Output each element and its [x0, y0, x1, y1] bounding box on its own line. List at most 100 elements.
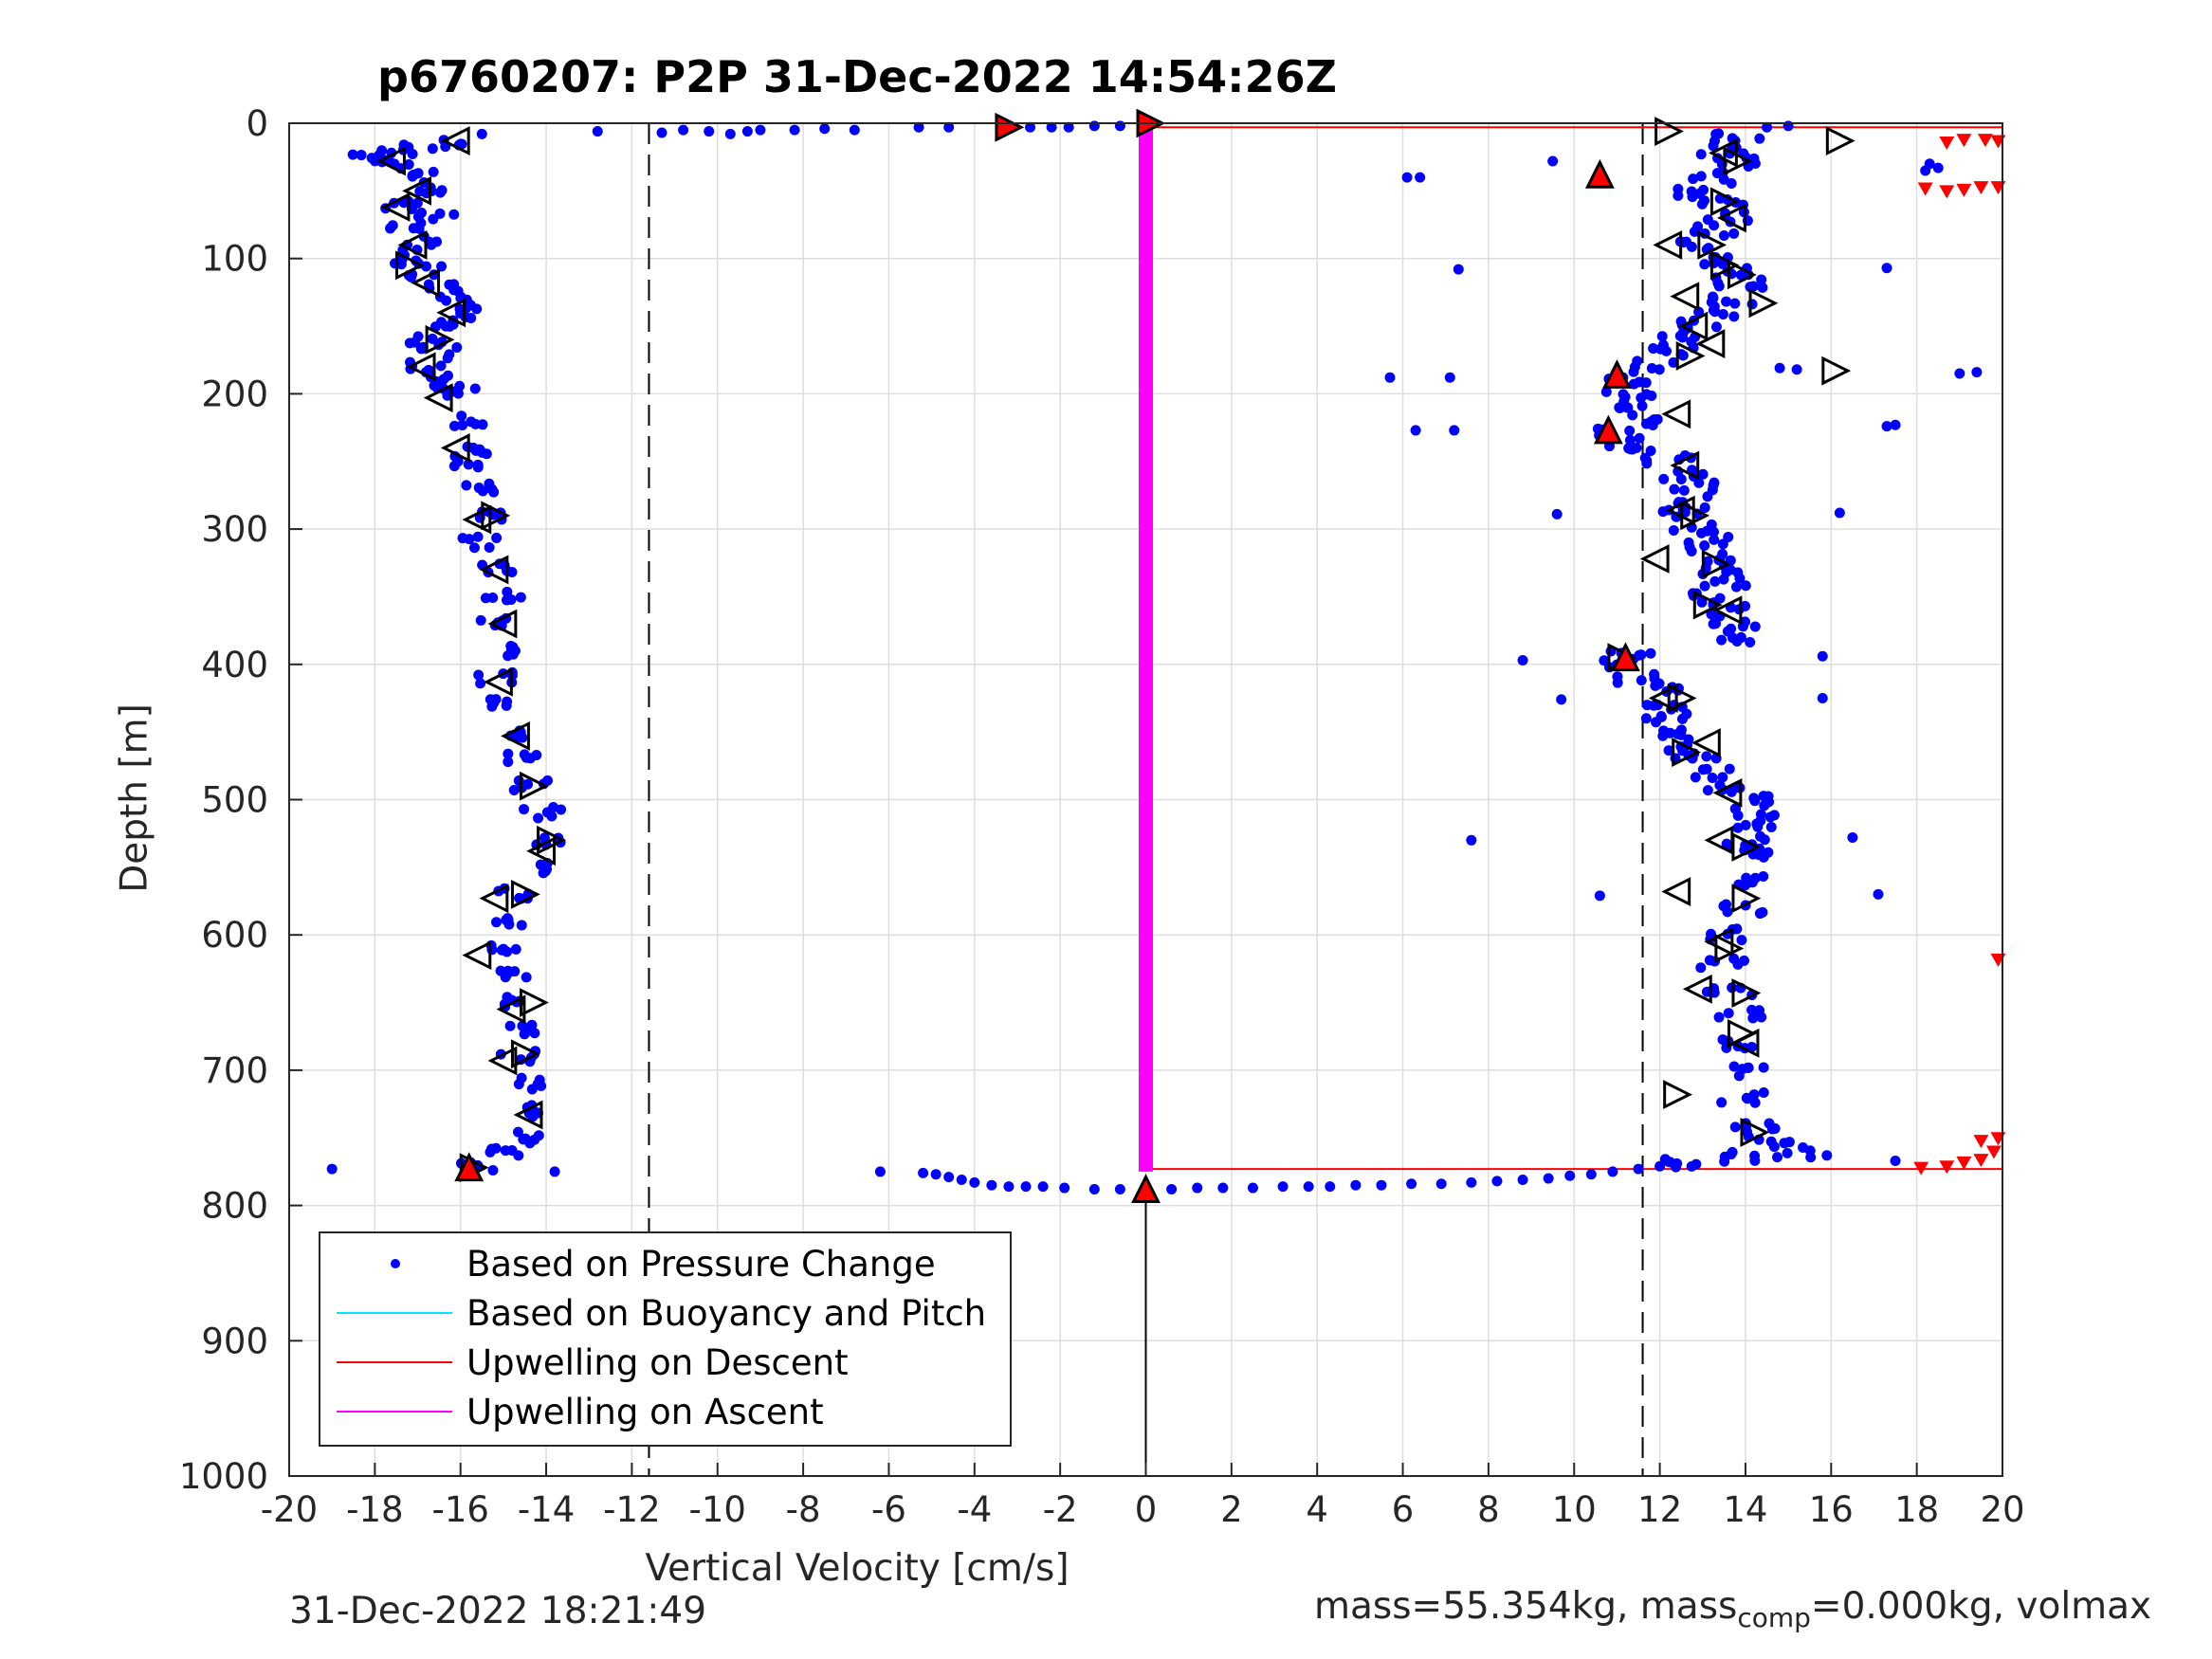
pressure-change-point: [956, 1174, 967, 1185]
pressure-change-point: [1740, 580, 1751, 592]
pressure-change-point: [1749, 1097, 1761, 1108]
upwelling-descent-marker: [1973, 181, 1989, 195]
pressure-change-point: [1594, 890, 1605, 902]
pressure-change-point: [1716, 1097, 1728, 1108]
pitch-triangle-marker: [1712, 595, 1743, 626]
pitch-triangle-marker: [1731, 978, 1762, 1008]
pressure-change-point: [356, 150, 367, 161]
pitch-triangle-marker: [1709, 187, 1740, 217]
pressure-change-point: [1707, 291, 1718, 302]
pressure-change-point: [490, 917, 502, 928]
pressure-change-point: [1683, 734, 1694, 745]
pressure-change-point: [472, 531, 484, 542]
pressure-change-point: [1738, 955, 1749, 966]
pressure-change-point: [428, 213, 439, 225]
pressure-change-point: [502, 696, 513, 707]
pressure-change-point: [1695, 171, 1707, 182]
pressure-change-point: [1668, 525, 1679, 537]
pressure-change-point: [1791, 364, 1802, 375]
pressure-change-point: [486, 483, 498, 495]
pressure-change-point: [1695, 962, 1707, 974]
pressure-change-point: [1704, 955, 1715, 966]
pressure-change-point: [1607, 1166, 1618, 1177]
pressure-change-point: [1699, 540, 1710, 552]
upwelling-descent-marker: [1939, 185, 1955, 199]
pitch-triangle-marker: [380, 192, 411, 222]
pressure-change-point: [448, 461, 460, 472]
pressure-change-point: [1766, 1123, 1778, 1135]
pitch-triangle-marker: [423, 383, 453, 413]
pressure-change-point: [986, 1179, 997, 1191]
pressure-change-point: [1114, 1183, 1125, 1194]
upwelling-descent-marker: [1917, 182, 1933, 196]
pressure-change-point: [434, 187, 446, 198]
pressure-change-point: [1721, 296, 1732, 307]
pitch-triangle-marker: [513, 1100, 543, 1130]
pressure-change-point: [1628, 366, 1639, 377]
y-tick-label: 400: [201, 645, 268, 685]
pitch-triangle-marker: [1670, 450, 1700, 481]
pressure-change-point: [656, 127, 667, 138]
axes-box: [288, 122, 2003, 1477]
pitch-triangle-marker: [1654, 117, 1684, 146]
pressure-change-point: [1699, 501, 1710, 513]
markers: [376, 108, 2006, 1203]
pitch-triangle-marker: [1663, 1080, 1693, 1110]
pressure-change-point: [1634, 432, 1645, 444]
pressure-change-point: [1768, 810, 1780, 821]
pitch-triangle-marker: [397, 230, 428, 260]
pressure-change-point: [1714, 779, 1726, 791]
pressure-change-point: [1640, 418, 1652, 429]
pressure-change-point: [1624, 434, 1636, 446]
x-tick-label: -16: [431, 1489, 488, 1530]
pressure-change-point: [481, 448, 492, 460]
pressure-change-point: [1721, 838, 1732, 849]
pressure-change-point: [1681, 708, 1692, 720]
pressure-change-point: [423, 279, 434, 290]
pressure-change-point: [1718, 230, 1729, 242]
pressure-change-point: [1748, 793, 1760, 804]
pressure-change-point: [1736, 935, 1747, 946]
pressure-change-point: [1714, 592, 1726, 604]
pressure-change-point: [1645, 446, 1656, 457]
pitch-triangle-marker: [496, 994, 526, 1025]
pressure-change-point: [1037, 1181, 1049, 1193]
pressure-change-point: [1729, 298, 1741, 309]
pressure-change-point: [1217, 1182, 1229, 1194]
pressure-change-point: [1600, 386, 1612, 397]
y-tick-label: 0: [246, 103, 268, 144]
pressure-change-point: [1646, 391, 1657, 402]
upwelling-descent-marker: [1956, 183, 1972, 197]
x-tick-label: -14: [518, 1489, 575, 1530]
pressure-change-point: [435, 360, 447, 372]
pressure-change-point: [1758, 1086, 1769, 1098]
pressure-change-point: [1517, 1174, 1528, 1185]
pressure-change-point: [508, 785, 520, 796]
pressure-change-point: [1640, 713, 1652, 724]
upwelling-descent-marker: [1973, 1135, 1989, 1149]
x-tick-label: 4: [1306, 1489, 1328, 1530]
pressure-change-point: [1627, 410, 1638, 421]
pressure-change-point: [1645, 647, 1656, 659]
pitch-triangle-marker: [1701, 549, 1731, 579]
pressure-change-point: [519, 749, 530, 760]
pressure-change-point: [1674, 330, 1686, 341]
pitch-triangle-marker: [1825, 126, 1856, 155]
state-change-marker: [1584, 158, 1615, 189]
pitch-triangle-marker: [1729, 1028, 1760, 1058]
pressure-change-point: [1734, 573, 1746, 584]
pressure-change-point: [1765, 821, 1777, 832]
pressure-change-point: [466, 416, 477, 428]
pressure-change-point: [1821, 1150, 1833, 1161]
pressure-change-point: [1726, 1149, 1737, 1160]
x-tick-label: 2: [1220, 1489, 1243, 1530]
chart-title: p6760207: P2P 31-Dec-2022 14:54:26Z: [377, 51, 1337, 102]
x-tick-label: -8: [786, 1489, 821, 1530]
upwelling-descent-marker: [1990, 181, 2006, 195]
pressure-change-point: [1706, 928, 1717, 939]
x-tick-label: 16: [1809, 1489, 1854, 1530]
pressure-change-point: [448, 279, 460, 290]
pressure-change-point: [1699, 259, 1710, 270]
pressure-change-point: [1698, 184, 1709, 195]
pressure-change-point: [487, 1165, 499, 1176]
